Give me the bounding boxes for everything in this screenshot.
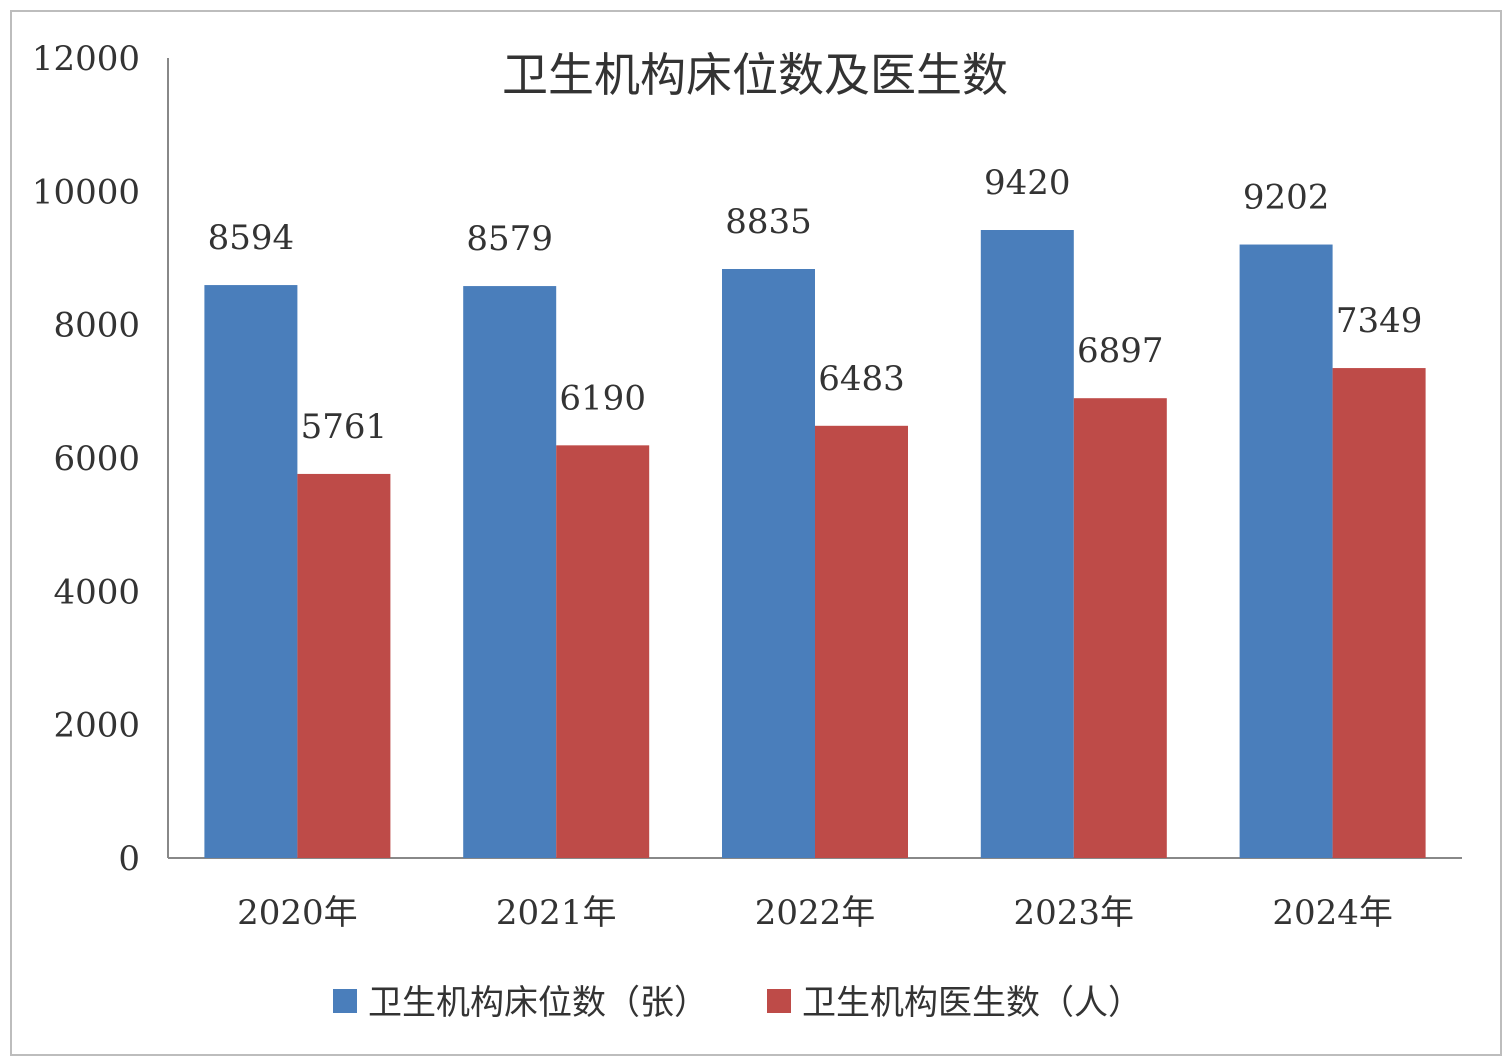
data-labels-group: 8594 5761 8579 6190 8835 6483 9420 6897 9202 7349 bbox=[208, 163, 1423, 447]
bar-doctors bbox=[297, 473, 391, 858]
bar-beds bbox=[204, 285, 298, 859]
legend: 卫生机构床位数（张） 卫生机构医生数（人） bbox=[333, 983, 1142, 1023]
y-tick-label: 8000 bbox=[53, 306, 140, 346]
bar-beds bbox=[463, 286, 557, 859]
y-tick-label: 2000 bbox=[53, 706, 140, 746]
data-label: 8579 bbox=[466, 219, 553, 259]
data-label: 8594 bbox=[208, 218, 295, 258]
data-label: 9420 bbox=[984, 163, 1071, 203]
data-label: 8835 bbox=[725, 202, 812, 242]
data-label: 7349 bbox=[1336, 301, 1423, 341]
legend-swatch-doctors bbox=[767, 989, 791, 1013]
bar-beds bbox=[1239, 244, 1333, 859]
data-label: 6897 bbox=[1077, 331, 1164, 371]
legend-label-doctors: 卫生机构医生数（人） bbox=[802, 983, 1142, 1023]
y-tick-label: 12000 bbox=[32, 39, 140, 79]
x-tick-label: 2024年 bbox=[1272, 893, 1393, 933]
bar-doctors bbox=[556, 445, 650, 858]
y-tick-label: 6000 bbox=[53, 439, 140, 479]
chart-title: 卫生机构床位数及医生数 bbox=[502, 48, 1008, 102]
bar-doctors bbox=[1073, 398, 1167, 858]
x-tick-label: 2020年 bbox=[237, 893, 358, 933]
x-tick-label: 2022年 bbox=[755, 893, 876, 933]
bar-doctors bbox=[815, 425, 908, 858]
x-axis-labels: 2020年 2021年 2022年 2023年 2024年 bbox=[237, 893, 1393, 933]
bars-group bbox=[204, 230, 1426, 859]
y-axis-ticks: 0 2000 4000 6000 8000 10000 12000 bbox=[32, 39, 140, 879]
bar-beds bbox=[980, 230, 1074, 858]
data-label: 9202 bbox=[1243, 178, 1330, 218]
data-label: 6190 bbox=[559, 378, 646, 418]
legend-swatch-beds bbox=[333, 989, 357, 1013]
y-tick-label: 4000 bbox=[53, 572, 140, 612]
x-tick-label: 2021年 bbox=[496, 893, 617, 933]
bar-doctors bbox=[1332, 368, 1426, 858]
y-tick-label: 0 bbox=[118, 839, 140, 879]
legend-label-beds: 卫生机构床位数（张） bbox=[368, 983, 708, 1023]
y-tick-label: 10000 bbox=[32, 172, 140, 212]
x-tick-label: 2023年 bbox=[1014, 893, 1135, 933]
data-label: 6483 bbox=[818, 359, 905, 399]
data-label: 5761 bbox=[301, 407, 388, 447]
bar-beds bbox=[722, 269, 815, 858]
